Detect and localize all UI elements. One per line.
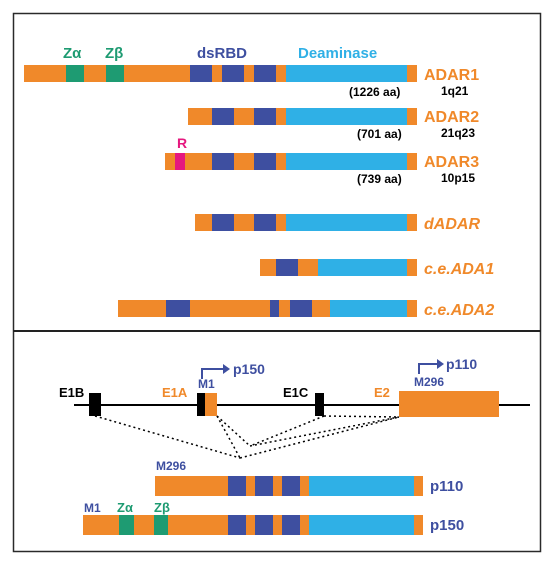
adar2-name: ADAR2 (424, 109, 479, 126)
exon-e1c (315, 393, 324, 416)
p150-z-beta-label: Zβ (154, 500, 170, 515)
start-site-m296: M296 (414, 375, 444, 389)
deaminase-domain (286, 153, 407, 170)
dsrbd-header: dsRBD (197, 45, 247, 62)
adar1-length: (1226 aa) (349, 85, 400, 99)
dsrbd-domain (228, 476, 246, 496)
z-beta-header: Zβ (105, 45, 123, 62)
ce-ada2-bar (118, 300, 417, 317)
dsrbd-domain (166, 300, 190, 317)
dsrbd-domain (212, 108, 234, 125)
promoter-arrow-p150 (201, 364, 230, 379)
p150-name: p150 (430, 517, 464, 534)
exon-e1a-black (197, 393, 205, 416)
p150-z-alpha-label: Zα (117, 500, 133, 515)
adar3-name: ADAR3 (424, 154, 479, 171)
p110-start-label: M296 (156, 459, 186, 473)
ce-ada1-name: c.e.ADA1 (424, 261, 494, 278)
adar2-locus: 21q23 (441, 126, 475, 140)
splicing-lines (94, 415, 400, 459)
dsrbd-domain (282, 476, 300, 496)
exon-e1a-label: E1A (162, 385, 188, 400)
adar1-name: ADAR1 (424, 67, 479, 84)
exon-e1b-label: E1B (59, 385, 84, 400)
dsrbd-domain (212, 214, 234, 231)
dsrbd-domain (190, 65, 212, 82)
promoter-p150-label: p150 (233, 361, 265, 377)
adar3-length: (739 aa) (357, 172, 402, 186)
adar3-bar (165, 153, 417, 170)
dsrbd-domain (270, 300, 279, 317)
dsrbd-domain (276, 259, 298, 276)
adar-family-panel: Zα Zβ dsRBD Deaminase ADAR1 1q21 (1226 a… (24, 45, 494, 319)
dsrbd-domain (228, 515, 246, 535)
r-domain-label: R (177, 135, 187, 151)
deaminase-domain (309, 515, 414, 535)
dsrbd-domain (222, 65, 244, 82)
p150-bar (83, 515, 423, 535)
exon-e2 (399, 391, 499, 417)
adar3-locus: 10p15 (441, 171, 475, 185)
dsrbd-domain (255, 515, 273, 535)
dsrbd-domain (254, 214, 276, 231)
dsrbd-domain (282, 515, 300, 535)
dsrbd-domain (290, 300, 312, 317)
dsrbd-domain (254, 65, 276, 82)
dsrbd-domain (255, 476, 273, 496)
deaminase-domain (286, 65, 407, 82)
start-site-m1: M1 (198, 377, 215, 391)
adar2-bar (188, 108, 417, 125)
deaminase-domain (318, 259, 407, 276)
dsrbd-domain (212, 153, 234, 170)
dsrbd-domain (254, 108, 276, 125)
deaminase-domain (309, 476, 414, 496)
deaminase-domain (330, 300, 407, 317)
dsrbd-domain (254, 153, 276, 170)
deaminase-domain (286, 214, 407, 231)
exon-e1c-label: E1C (283, 385, 309, 400)
adar1-locus: 1q21 (441, 84, 469, 98)
exon-e1b (89, 393, 101, 416)
adar1-bar (24, 65, 417, 82)
adar2-length: (701 aa) (357, 127, 402, 141)
deaminase-header: Deaminase (298, 45, 377, 62)
promoter-arrow-p110 (418, 359, 444, 374)
ce-ada1-bar (260, 259, 417, 276)
z-alpha-domain (66, 65, 84, 82)
p110-bar (155, 476, 423, 496)
z-alpha-header: Zα (63, 45, 82, 62)
p150-start-label: M1 (84, 501, 101, 515)
adar1-gene-panel: E1B E1A E1C E2 M1 M296 p150 p110 M296 (59, 356, 530, 535)
promoter-p110-label: p110 (446, 356, 477, 372)
z-beta-domain (154, 515, 168, 535)
p110-name: p110 (430, 478, 463, 495)
figure-frame (12, 12, 542, 553)
dadar-name: dADAR (424, 216, 480, 233)
exon-e2-label: E2 (374, 385, 390, 400)
z-beta-domain (106, 65, 124, 82)
z-alpha-domain (119, 515, 134, 535)
dadar-bar (195, 214, 417, 231)
ce-ada2-name: c.e.ADA2 (424, 302, 494, 319)
r-domain (175, 153, 185, 170)
deaminase-domain (286, 108, 407, 125)
exon-e1a-orange (205, 393, 217, 416)
